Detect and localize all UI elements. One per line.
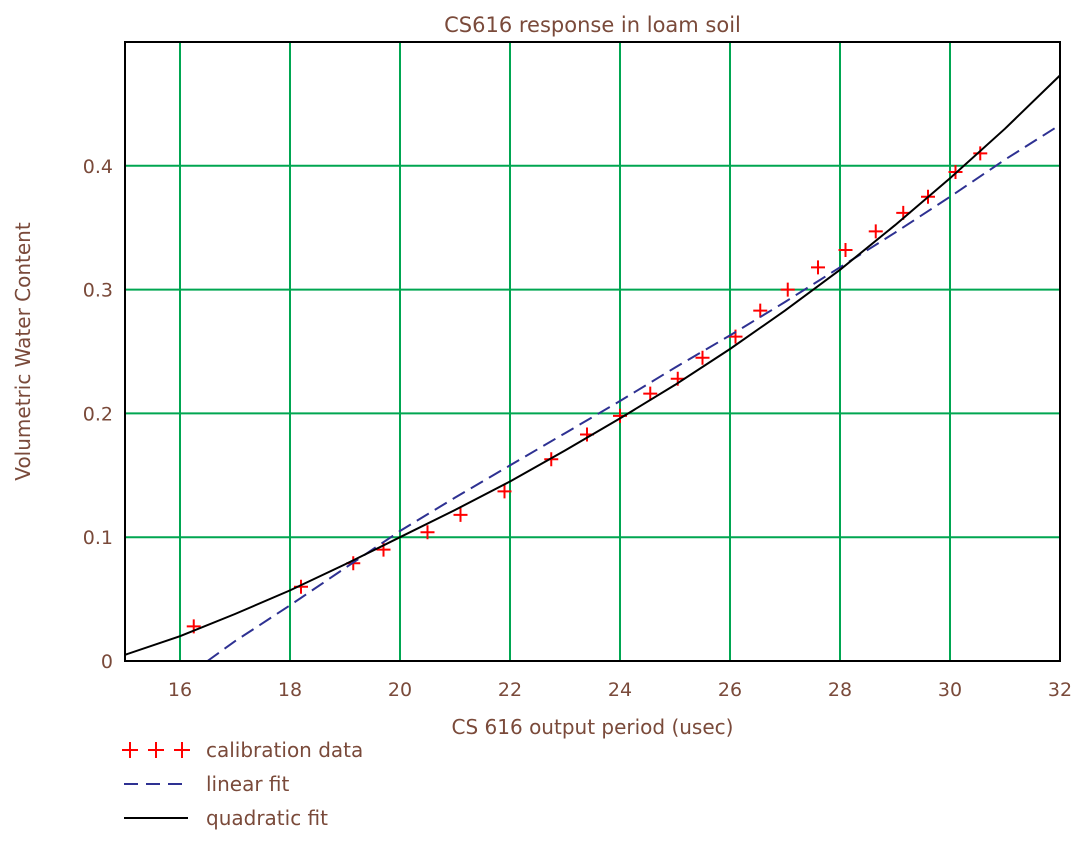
x-tick-label: 30	[938, 679, 962, 701]
calibration-markers	[186, 146, 988, 634]
x-tick-label: 16	[168, 679, 192, 701]
legend-marker-plus	[122, 742, 138, 758]
y-tick-label: 0.3	[83, 280, 113, 302]
linear-fit-line	[206, 124, 1061, 662]
legend-label: linear fit	[206, 772, 290, 796]
x-tick-label: 32	[1048, 679, 1072, 701]
x-tick-label: 28	[828, 679, 852, 701]
calibration-point	[780, 282, 795, 297]
calibration-point	[868, 224, 883, 239]
y-tick-labels: 0 0.1 0.2 0.3 0.4	[83, 156, 113, 673]
plot-frame	[124, 41, 1061, 662]
x-tick-label: 18	[278, 679, 302, 701]
x-tick-label: 24	[608, 679, 632, 701]
x-tick-label: 20	[388, 679, 412, 701]
calibration-point	[420, 525, 435, 540]
x-tick-label: 22	[498, 679, 522, 701]
calibration-point	[838, 242, 853, 257]
y-axis-title: Volumetric Water Content	[11, 222, 35, 481]
quadratic-fit-line	[124, 74, 1061, 656]
grid	[125, 42, 1061, 662]
legend-label: calibration data	[206, 738, 363, 762]
chart-title: CS616 response in loam soil	[444, 13, 741, 37]
legend-label: quadratic fit	[206, 806, 328, 830]
legend: calibration data linear fit quadratic fit	[122, 738, 363, 830]
y-tick-label: 0.1	[83, 527, 113, 549]
calibration-point	[643, 386, 658, 401]
calibration-point	[453, 507, 468, 522]
legend-marker-plus	[174, 742, 190, 758]
calibration-point	[695, 350, 710, 365]
x-axis-title: CS 616 output period (usec)	[452, 715, 734, 739]
y-tick-label: 0.4	[83, 156, 113, 178]
calibration-point	[753, 303, 768, 318]
calibration-point	[497, 484, 512, 499]
calibration-point	[811, 260, 825, 275]
calibration-point	[973, 146, 988, 161]
y-tick-label: 0	[101, 651, 113, 673]
plot-series	[124, 74, 1061, 662]
y-tick-label: 0.2	[83, 403, 113, 425]
x-tick-labels: 16 18 20 22 24 26 28 30 32	[168, 679, 1072, 701]
x-tick-label: 26	[718, 679, 742, 701]
legend-marker-plus	[148, 742, 164, 758]
